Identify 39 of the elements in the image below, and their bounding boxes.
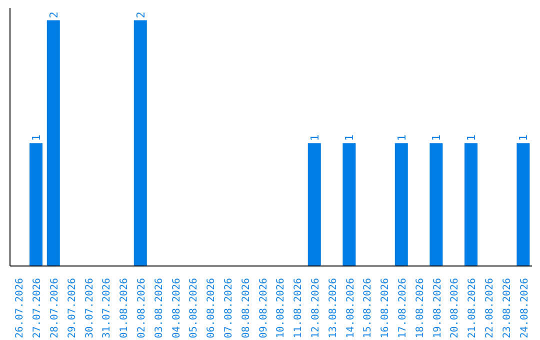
data-label: 1: [430, 134, 444, 142]
x-tick-label: 26.07.2026: [14, 278, 26, 338]
x-tick-label: 08.08.2026: [240, 278, 252, 338]
data-label: 2: [134, 12, 148, 18]
x-tick-label: 15.08.2026: [362, 278, 374, 338]
x-tick-label: 31.07.2026: [102, 278, 113, 338]
data-label: 2: [47, 12, 60, 18]
x-tick-label: 29.07.2026: [66, 278, 78, 338]
x-tick-label: 12.08.2026: [310, 278, 322, 338]
x-tick-label: 05.08.2026: [188, 278, 200, 338]
x-tick-label: 04.08.2026: [171, 278, 182, 338]
x-tick-label: 21.08.2026: [467, 278, 478, 338]
data-label: 1: [464, 134, 478, 142]
data-label: 1: [517, 134, 530, 142]
x-tick-label: 24.08.2026: [519, 278, 530, 338]
x-tick-label: 27.07.2026: [32, 278, 44, 338]
x-tick-label: 02.08.2026: [136, 278, 148, 338]
x-tick-label: 18.08.2026: [414, 278, 426, 338]
x-tick-label: 17.08.2026: [398, 278, 408, 338]
data-label: 1: [395, 134, 408, 142]
data-label: 1: [343, 134, 356, 142]
x-tick-label: 03.08.2026: [154, 278, 165, 338]
x-tick-label: 22.08.2026: [484, 278, 496, 338]
x-tick-label: 20.08.2026: [450, 278, 461, 338]
x-tick-label: 10.08.2026: [276, 278, 287, 338]
x-tick-label: 19.08.2026: [432, 278, 444, 338]
x-tick-label: 28.07.2026: [50, 278, 60, 338]
x-tick-label: 09.08.2026: [258, 278, 270, 338]
x-tick-label: 13.08.2026: [328, 278, 339, 338]
x-tick-label: 14.08.2026: [345, 278, 356, 338]
x-tick-label: 01.08.2026: [119, 278, 130, 338]
data-label: 1: [30, 134, 43, 142]
data-label: 1: [308, 134, 322, 142]
x-tick-label: 07.08.2026: [224, 278, 234, 338]
x-tick-label: 30.07.2026: [84, 278, 96, 338]
x-tick-label: 11.08.2026: [293, 278, 304, 338]
x-tick-label: 23.08.2026: [502, 278, 513, 338]
x-tick-label: 16.08.2026: [380, 278, 392, 338]
x-tick-label: 06.08.2026: [206, 278, 218, 338]
